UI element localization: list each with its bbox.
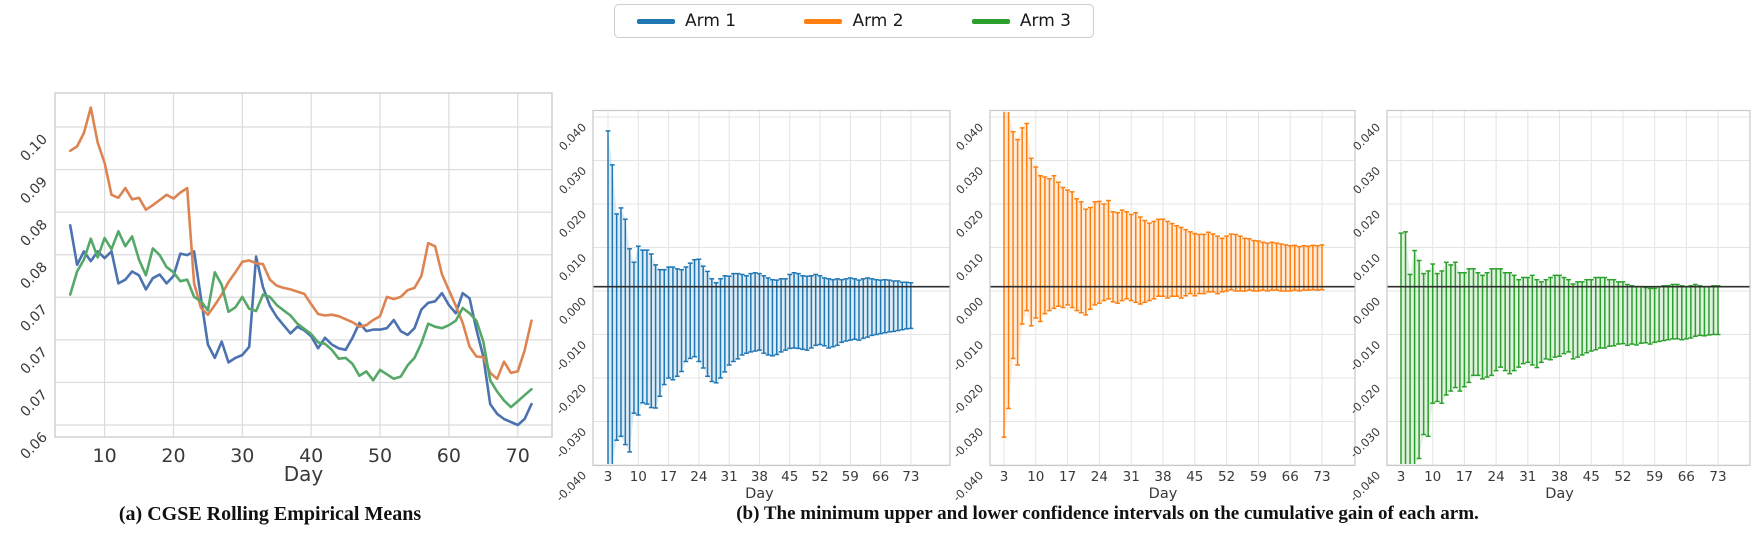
ci-y-tick-label: 0.040 bbox=[953, 120, 986, 153]
ci-y-tick-label: 0.020 bbox=[556, 207, 589, 240]
ci-y-tick-label: 0.030 bbox=[556, 164, 589, 197]
ci-x-tick-label: 59 bbox=[1250, 469, 1267, 485]
ci-x-tick-label: 45 bbox=[781, 469, 798, 485]
ci-x-tick-label: 10 bbox=[630, 469, 647, 485]
means-y-tick-label: 0.09 bbox=[17, 174, 50, 207]
ci-x-tick-label: 38 bbox=[1551, 469, 1568, 485]
ci-y-tick-label: -0.010 bbox=[950, 338, 986, 374]
legend-item-arm-2: Arm 2 bbox=[804, 10, 904, 31]
ci-x-tick-label: 73 bbox=[1313, 469, 1330, 485]
legend-item-label: Arm 3 bbox=[1019, 10, 1071, 31]
ci-x-tick-label: 3 bbox=[604, 469, 613, 485]
ci-x-tick-label: 59 bbox=[842, 469, 859, 485]
ci-x-tick-label: 52 bbox=[1218, 469, 1235, 485]
means-x-tick-label: 30 bbox=[230, 445, 254, 467]
ci-y-tick-label: -0.040 bbox=[553, 468, 589, 504]
ci-y-tick-label: -0.010 bbox=[1347, 338, 1383, 374]
ci-x-tick-label: 52 bbox=[1614, 469, 1631, 485]
legend-item-arm-3: Arm 3 bbox=[971, 10, 1071, 31]
ci-x-tick-label: 66 bbox=[1678, 469, 1695, 485]
ci-x-tick-label: 24 bbox=[1091, 469, 1108, 485]
means-x-tick-label: 20 bbox=[161, 445, 185, 467]
ci-x-tick-label: 73 bbox=[1709, 469, 1726, 485]
ci-x-tick-label: 3 bbox=[1000, 469, 1009, 485]
legend-line-swatch bbox=[971, 18, 1010, 24]
ci-x-tick-label: 66 bbox=[872, 469, 889, 485]
ci-x-tick-label: 31 bbox=[1123, 469, 1140, 485]
ci-y-tick-label: 0.010 bbox=[953, 251, 986, 284]
ci-y-tick-label: -0.020 bbox=[553, 381, 589, 417]
means-x-tick-label: 10 bbox=[93, 445, 117, 467]
ci-x-tick-label: 3 bbox=[1397, 469, 1406, 485]
ci-x-tick-label: 73 bbox=[902, 469, 919, 485]
ci-y-tick-label: 0.000 bbox=[556, 294, 589, 327]
ci-x-tick-label: 45 bbox=[1186, 469, 1203, 485]
ci-x-tick-label: 31 bbox=[1519, 469, 1536, 485]
ci-y-tick-label: -0.030 bbox=[553, 425, 589, 461]
means-xlabel: Day bbox=[284, 462, 324, 486]
arm2-ci-chart: 0.040 0.030 0.020 0.010 0.000 -0.010 -0.020 -0.… bbox=[950, 109, 1356, 504]
caption-b: (b) The minimum upper and lower confiden… bbox=[736, 503, 1479, 524]
legend-line-swatch bbox=[637, 18, 675, 24]
means-line-arm-1 bbox=[68, 224, 533, 427]
ci-y-tick-label: -0.030 bbox=[1347, 425, 1383, 461]
means-chart: 0.10 0.09 0.08 0.08 0.07 0.07 0.07 0.06 10 20 30 40… bbox=[17, 92, 553, 486]
means-x-tick-label: 70 bbox=[506, 445, 530, 467]
ci-x-tick-label: 24 bbox=[1488, 469, 1505, 485]
ci-xlabel: Day bbox=[1545, 486, 1574, 502]
ci-error-bars bbox=[1398, 231, 1721, 464]
legend-item-arm-1: Arm 1 bbox=[637, 10, 737, 31]
ci-y-tick-label: -0.010 bbox=[553, 338, 589, 374]
means-y-tick-label: 0.10 bbox=[17, 132, 50, 165]
means-y-tick-label: 0.07 bbox=[17, 344, 50, 377]
arm1-ci-chart: 0.040 0.030 0.020 0.010 0.000 -0.010 -0.020 -0.… bbox=[553, 109, 951, 504]
ci-y-tick-label: 0.010 bbox=[556, 251, 589, 284]
means-y-tick-label: 0.07 bbox=[17, 302, 50, 335]
ci-y-tick-label: -0.040 bbox=[950, 468, 986, 504]
ci-x-tick-label: 10 bbox=[1027, 469, 1044, 485]
ci-x-tick-label: 17 bbox=[660, 469, 677, 485]
ci-xlabel: Day bbox=[1149, 486, 1178, 502]
ci-y-tick-label: 0.000 bbox=[953, 294, 986, 327]
means-y-tick-label: 0.07 bbox=[17, 387, 50, 420]
ci-y-tick-label: -0.040 bbox=[1347, 468, 1383, 504]
ci-x-tick-label: 17 bbox=[1059, 469, 1076, 485]
ci-y-tick-label: 0.020 bbox=[953, 207, 986, 240]
means-y-tick-label: 0.08 bbox=[17, 259, 50, 292]
legend-item-label: Arm 2 bbox=[852, 10, 904, 31]
ci-x-tick-label: 52 bbox=[811, 469, 828, 485]
ci-xlabel: Day bbox=[745, 486, 774, 502]
ci-x-tick-label: 31 bbox=[721, 469, 738, 485]
caption-a: (a) CGSE Rolling Empirical Means bbox=[118, 503, 422, 525]
ci-x-tick-label: 24 bbox=[690, 469, 707, 485]
means-line-arm-2 bbox=[68, 106, 533, 381]
ci-y-tick-label: 0.040 bbox=[556, 120, 589, 153]
ci-x-tick-label: 59 bbox=[1646, 469, 1663, 485]
ci-y-tick-label: -0.030 bbox=[950, 425, 986, 461]
ci-y-tick-label: 0.030 bbox=[953, 164, 986, 197]
means-y-tick-label: 0.08 bbox=[17, 217, 50, 250]
legend-line-swatch bbox=[804, 18, 843, 24]
ci-x-tick-label: 38 bbox=[1154, 469, 1171, 485]
means-y-tick-label: 0.06 bbox=[17, 429, 50, 462]
ci-y-tick-label: -0.020 bbox=[950, 381, 986, 417]
means-line-arm-3 bbox=[68, 230, 533, 409]
legend: Arm 1 Arm 2 Arm 3 bbox=[614, 4, 1094, 38]
ci-y-tick-label: -0.020 bbox=[1347, 381, 1383, 417]
means-x-tick-label: 40 bbox=[299, 445, 323, 467]
ci-x-tick-label: 38 bbox=[751, 469, 768, 485]
ci-x-tick-label: 10 bbox=[1424, 469, 1441, 485]
ci-x-tick-label: 66 bbox=[1282, 469, 1299, 485]
legend-item-label: Arm 1 bbox=[685, 10, 737, 31]
ci-x-tick-label: 17 bbox=[1456, 469, 1473, 485]
arm3-ci-chart: 0.0400.0300.0200.0100.000-0.010-0.020-0.… bbox=[1347, 109, 1751, 504]
means-x-tick-label: 50 bbox=[368, 445, 392, 467]
means-x-tick-label: 60 bbox=[437, 445, 461, 467]
ci-x-tick-label: 45 bbox=[1583, 469, 1600, 485]
